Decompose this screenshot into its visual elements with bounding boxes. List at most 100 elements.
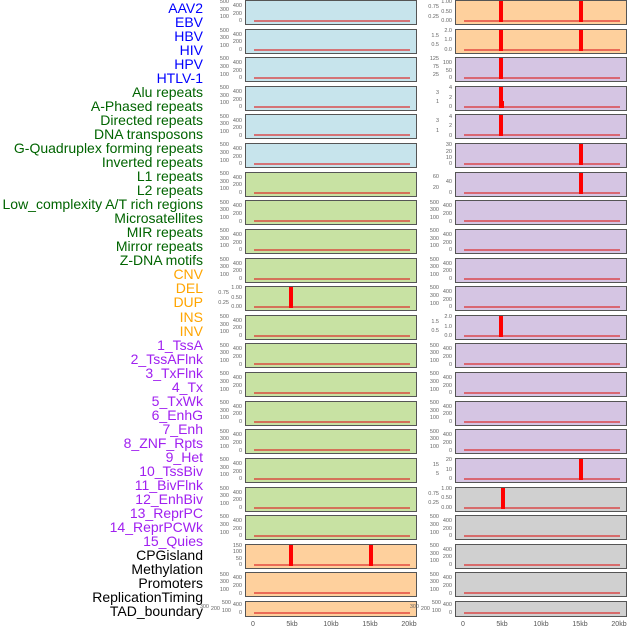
y-tick-label: 400 [232,260,242,267]
y-tick-label: 100 [429,243,439,250]
y-tick-label: 500 [219,170,229,177]
track-panel-right [455,28,627,54]
y-tick-label: 0 [238,75,242,82]
y-tick-label: 300 [429,293,439,300]
y-tick-label: 300 [429,436,439,443]
signal-spike [500,324,504,337]
baseline [254,191,410,194]
track-panel-right [455,57,627,83]
baseline [254,77,410,80]
signal-spike [499,115,504,137]
y-tick-label: 100 [219,272,229,279]
y-tick-label: 400 [232,460,242,467]
y-tick-label: 400 [442,289,452,296]
y-tick-label: 500 [219,27,229,34]
track-panel-left [245,400,417,426]
track-label: INS [179,308,203,325]
track-panel-right [455,601,627,618]
y-tick-label: 500 [429,514,439,521]
y-tick-label: 10 [445,466,452,473]
y-tick-label: 200 [232,239,242,246]
y-tick-label: 200 [232,439,242,446]
baseline [254,363,410,366]
y-tick-label: 400 [232,232,242,238]
baseline [464,334,620,337]
baseline [464,248,620,251]
y-tick-label: 400 [442,575,452,582]
baseline [464,277,620,280]
y-tick-label: 200 [232,468,242,475]
y-tick-label: 500 [219,485,229,492]
track-label: 1_TssA [157,336,203,353]
baseline [254,105,410,108]
y-tick-label: 300 [219,6,229,13]
y-tick-label: 0 [448,418,452,425]
y-tick-label: 300 [429,235,439,242]
track-panel-left [245,457,417,483]
track-panel-left [245,0,417,25]
y-tick-label: 0 [238,104,242,111]
baseline [254,334,410,337]
y-tick-label: 0.50 [441,495,452,502]
y-tick-label: 1.00 [231,285,242,292]
y-tick-label: 300 [429,550,439,557]
y-tick-label: 100 [429,300,439,307]
track-panel-right [455,486,627,512]
signal-spike [369,544,373,566]
y-tick-label: 0 [448,189,452,196]
track-panel-right [455,143,627,169]
y-tick-label: 1.5 [431,318,439,325]
y-tick-label: 300 [429,378,439,385]
y-tick-label: 1.0 [444,37,452,44]
y-tick-label: 0 [238,504,242,511]
y-tick-label: 2 [448,123,452,130]
y-tick-label: 4 [448,85,452,92]
track-label: 9_Het [165,448,203,465]
signal-spike [579,144,583,166]
y-tick-label: 400 [232,375,242,382]
y-tick-label: 30 [445,142,452,149]
baseline [464,134,620,137]
track-panel-right [455,400,627,426]
y-tick-label: 200 [232,325,242,332]
y-tick-label: 100 [219,186,229,193]
y-tick-label: 100 [429,558,439,565]
y-tick-label: 300 [219,64,229,71]
baseline [254,420,410,423]
y-tick-label: 400 [232,60,242,67]
baseline [464,105,620,108]
y-tick-label: 100 [219,128,229,135]
y-tick-label: 400 [232,346,242,353]
y-tick-label: 200 [442,354,452,361]
y-tick-label: 500 [429,543,439,550]
y-tick-label: 200 [232,411,242,418]
track-label: 6_EnhG [151,406,203,423]
y-tick-label: 200 [442,210,452,217]
y-tick-label: 300 [219,522,229,528]
x-tick-label: 0 [461,621,465,628]
y-tick-label: 0.00 [441,18,452,25]
y-tick-label: 200 [442,296,452,303]
y-tick-label: 0.25 [428,500,439,507]
signal-spike [500,100,504,108]
y-tick-label: 1.00 [441,0,452,6]
y-tick-label: 300 [219,350,229,357]
y-tick-label: 500 [429,371,439,378]
y-tick-label: 400 [232,317,242,324]
track-label: INV [179,322,203,339]
y-tick-label: 300 [429,264,439,271]
y-tick-label: 100 [431,608,441,615]
y-tick-label: 400 [232,146,242,153]
y-tick-label: 0 [238,189,242,196]
y-tick-label: 50 [445,67,452,74]
track-label: Promoters [138,574,203,591]
track-label: DNA transposons [94,126,203,143]
y-tick-label: 0.50 [231,294,242,301]
signal-spike [579,1,583,22]
baseline [464,449,620,452]
track-label: 7_Enh [162,420,203,437]
baseline [254,612,410,615]
y-tick-label: 100 [429,415,439,422]
y-tick-label: 100 [219,243,229,250]
y-tick-label: 400 [442,403,452,410]
